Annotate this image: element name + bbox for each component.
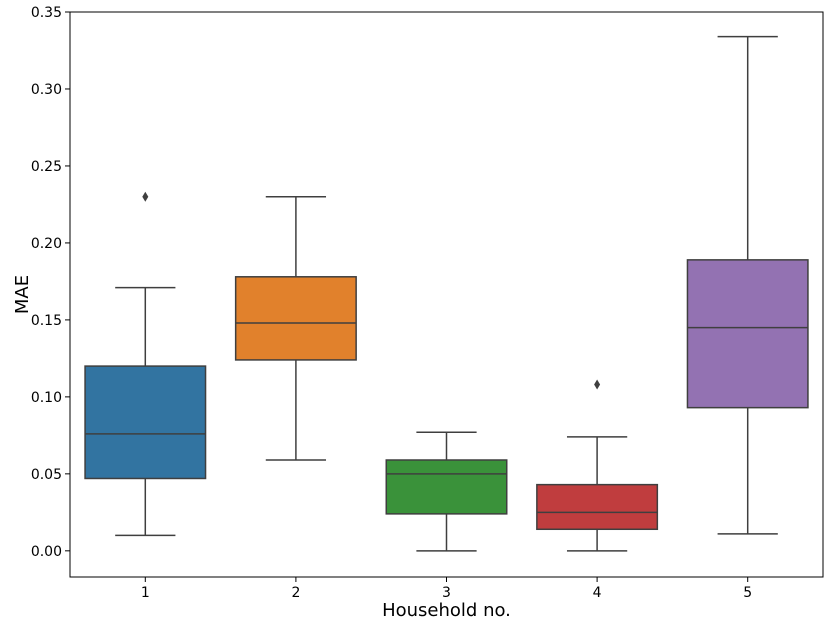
y-tick-label: 0.20 (31, 236, 62, 252)
y-tick-label: 0.35 (31, 5, 62, 21)
outlier-point (594, 379, 601, 390)
x-axis: 1 2 3 4 5 (141, 577, 752, 601)
box-iqr (536, 483, 659, 531)
box-iqr (385, 459, 508, 515)
x-tick-label: 2 (291, 585, 300, 601)
x-axis-title: Household no. (382, 600, 511, 621)
box-household-4 (536, 379, 659, 552)
box-household-5 (686, 35, 809, 535)
x-tick-label: 1 (141, 585, 150, 601)
y-tick-label: 0.00 (31, 544, 62, 560)
y-axis-title: MAE (12, 275, 33, 314)
outlier-point (142, 191, 149, 202)
y-tick-label: 0.10 (31, 390, 62, 406)
y-axis: 0.00 0.05 0.10 0.15 0.20 0.25 0.30 0.35 (31, 5, 70, 560)
y-tick-label: 0.30 (31, 82, 62, 98)
box-household-2 (234, 195, 357, 461)
x-tick-label: 5 (743, 585, 752, 601)
box-iqr (686, 259, 809, 409)
y-tick-label: 0.05 (31, 467, 62, 483)
y-tick-label: 0.15 (31, 313, 62, 329)
box-household-3 (385, 431, 508, 552)
box-iqr (234, 276, 357, 361)
boxes-layer (84, 35, 809, 552)
y-tick-label: 0.25 (31, 159, 62, 175)
x-tick-label: 3 (442, 585, 451, 601)
x-tick-label: 4 (593, 585, 602, 601)
box-iqr (84, 365, 207, 480)
box-household-1 (84, 191, 207, 537)
